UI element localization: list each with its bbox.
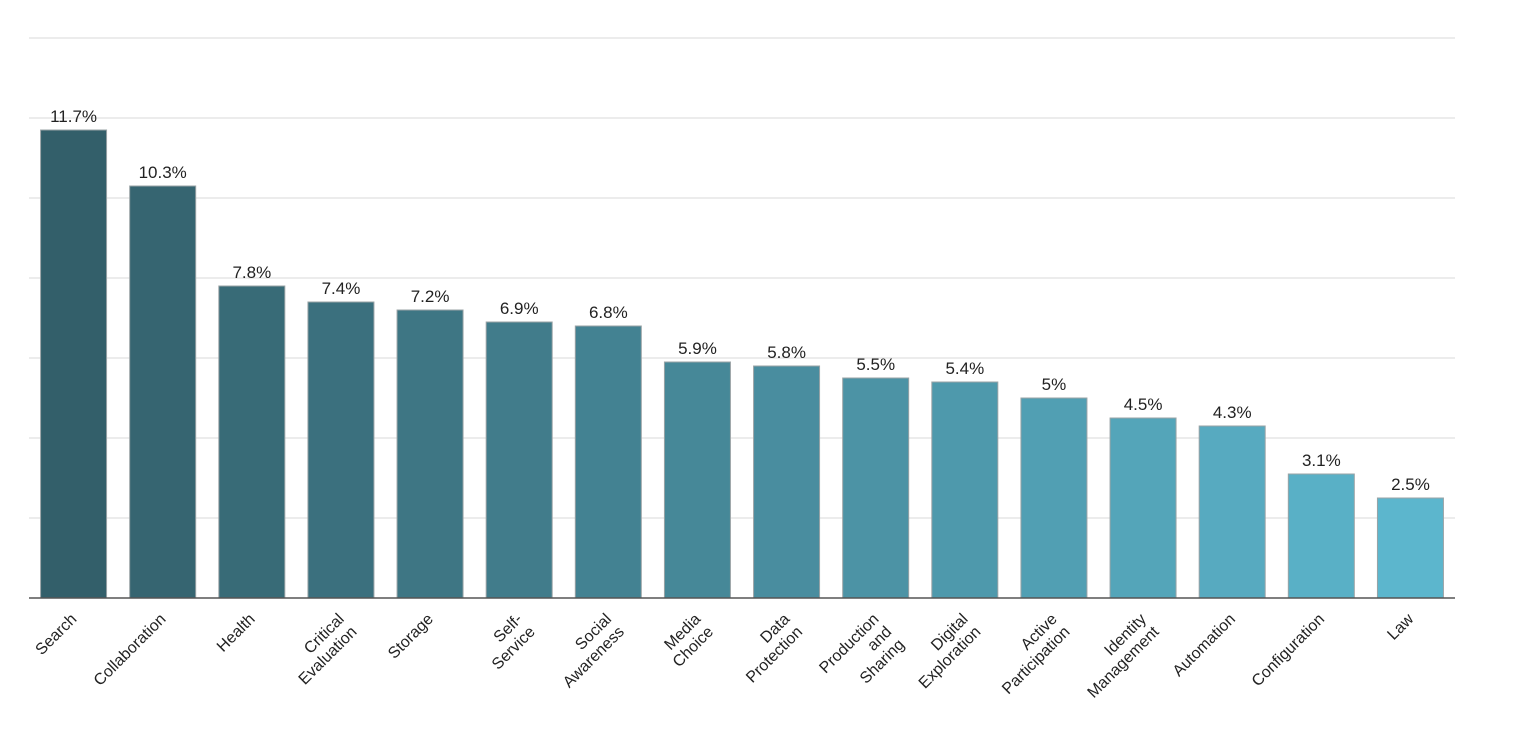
bar — [1376, 497, 1444, 599]
category-label: Configuration — [1249, 611, 1328, 690]
data-label: 5.8% — [767, 343, 806, 362]
data-label: 6.8% — [589, 303, 628, 322]
bar — [307, 301, 375, 599]
category-label: Automation — [1170, 611, 1239, 680]
data-label: 5.4% — [945, 359, 984, 378]
x-tick-label: IdentityManagement — [1072, 610, 1163, 701]
x-tick-label: DigitalExploration — [903, 611, 984, 692]
data-label: 11.7% — [50, 107, 97, 126]
x-tick-label: Law — [1384, 610, 1417, 643]
x-tick-label: Automation — [1170, 611, 1239, 680]
bar — [129, 185, 197, 599]
category-label: ProductionandSharing — [816, 611, 908, 703]
category-label: MediaChoice — [657, 611, 717, 671]
x-tick-label-line: Storage — [385, 611, 437, 663]
category-label: DigitalExploration — [903, 611, 985, 692]
data-label: 7.2% — [411, 287, 450, 306]
x-tick-label: ActiveParticipation — [986, 611, 1073, 698]
bar — [396, 309, 464, 599]
x-tick-label: Search — [33, 611, 81, 659]
bar — [753, 365, 821, 599]
x-tick-label: ProductionandSharing — [816, 611, 908, 703]
data-label: 5.5% — [856, 355, 895, 374]
bar — [574, 325, 642, 599]
category-label: Collaboration — [91, 611, 170, 690]
category-label: DataProtection — [730, 611, 806, 687]
x-tick-label-line: Configuration — [1249, 611, 1328, 690]
x-tick-label: Storage — [385, 611, 437, 663]
x-tick-label: Configuration — [1249, 611, 1328, 690]
category-label: Law — [1384, 610, 1417, 643]
bar — [663, 361, 731, 599]
bar — [1109, 417, 1177, 599]
data-label: 5% — [1042, 375, 1067, 394]
bar — [485, 321, 553, 599]
data-label: 6.9% — [500, 299, 539, 318]
category-label: ActiveParticipation — [986, 611, 1073, 698]
x-tick-label-line: Collaboration — [91, 611, 170, 690]
category-labels: Search Collaboration Health CriticalEvaluat… — [33, 610, 1418, 703]
bar — [40, 129, 108, 599]
x-tick-label: CriticalEvaluation — [283, 611, 361, 689]
data-label: 5.9% — [678, 339, 717, 358]
x-tick-label: MediaChoice — [657, 611, 717, 671]
data-label: 7.4% — [322, 279, 361, 298]
x-tick-label: Health — [214, 611, 259, 656]
category-label: Search — [33, 611, 81, 659]
category-label: Storage — [385, 611, 437, 663]
category-label: Health — [214, 611, 259, 656]
data-label: 4.3% — [1213, 403, 1252, 422]
x-tick-label: Collaboration — [91, 611, 170, 690]
x-tick-label-line: Automation — [1170, 611, 1239, 680]
data-label: 10.3% — [139, 163, 187, 182]
x-tick-label-line: Health — [214, 611, 259, 656]
category-label: Self-Service — [476, 611, 539, 674]
category-label: SocialAwareness — [547, 611, 628, 692]
data-label: 7.8% — [232, 263, 271, 282]
value-labels: 11.7% 10.3% 7.8% 7.4% 7.2% 6.9% 6.8% 5.9% 5.8% 5.… — [50, 107, 1430, 494]
bar — [931, 381, 999, 599]
bar — [1198, 425, 1266, 599]
data-label: 4.5% — [1124, 395, 1163, 414]
bar — [1287, 473, 1355, 599]
data-label: 2.5% — [1391, 475, 1430, 494]
data-label: 3.1% — [1302, 451, 1341, 470]
bar — [1020, 397, 1088, 599]
category-label: IdentityManagement — [1072, 610, 1163, 702]
bar — [218, 285, 286, 599]
bar — [842, 377, 910, 599]
x-tick-label: SocialAwareness — [547, 611, 628, 692]
x-tick-label: DataProtection — [730, 611, 806, 687]
x-tick-label-line: Search — [33, 611, 81, 659]
category-label: CriticalEvaluation — [283, 611, 361, 689]
x-tick-label: Self-Service — [476, 611, 539, 674]
bars — [40, 129, 1444, 599]
x-tick-label-line: Law — [1384, 610, 1417, 643]
